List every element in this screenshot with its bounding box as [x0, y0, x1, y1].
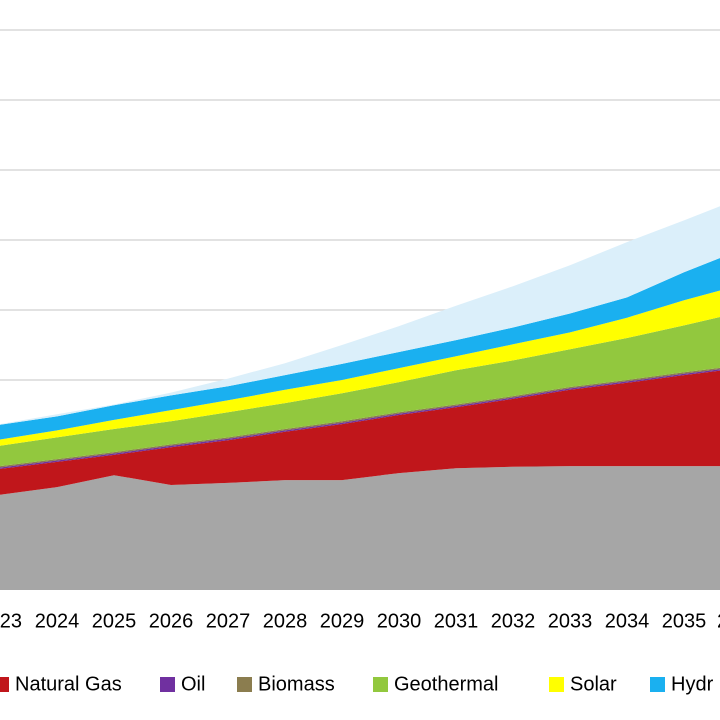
x-tick-label: 2034	[605, 610, 650, 632]
x-tick-label: 2027	[206, 610, 251, 632]
legend-label: Geothermal	[394, 673, 499, 695]
area	[0, 466, 720, 590]
area	[0, 367, 720, 468]
legend-swatch	[549, 677, 564, 692]
x-tick-label: 2032	[491, 610, 536, 632]
legend-swatch	[373, 677, 388, 692]
legend-swatch	[0, 677, 9, 692]
x-tick-label: 2024	[35, 610, 80, 632]
x-tick-label: 2029	[320, 610, 365, 632]
x-tick-label: 2035	[662, 610, 707, 632]
x-tick-label: 2033	[548, 610, 593, 632]
x-tick-label: 2031	[434, 610, 479, 632]
legend-swatch	[650, 677, 665, 692]
area	[0, 290, 720, 446]
area	[0, 369, 720, 469]
legend-label: Biomass	[258, 673, 335, 695]
x-tick-label: 2030	[377, 610, 422, 632]
x-tick-label: 2026	[149, 610, 194, 632]
area	[0, 258, 720, 440]
legend-label: Hydr	[671, 673, 714, 695]
x-tick-label: 23	[0, 610, 22, 632]
x-tick-label: 2	[717, 610, 720, 632]
area	[0, 370, 720, 495]
legend-swatch	[160, 677, 175, 692]
legend-label: Oil	[181, 673, 205, 695]
x-tick-label: 2028	[263, 610, 308, 632]
legend-label: Solar	[570, 673, 617, 695]
legend-label: Natural Gas	[15, 673, 122, 695]
area	[0, 317, 720, 467]
legend-swatch	[237, 677, 252, 692]
x-tick-label: 2025	[92, 610, 137, 632]
